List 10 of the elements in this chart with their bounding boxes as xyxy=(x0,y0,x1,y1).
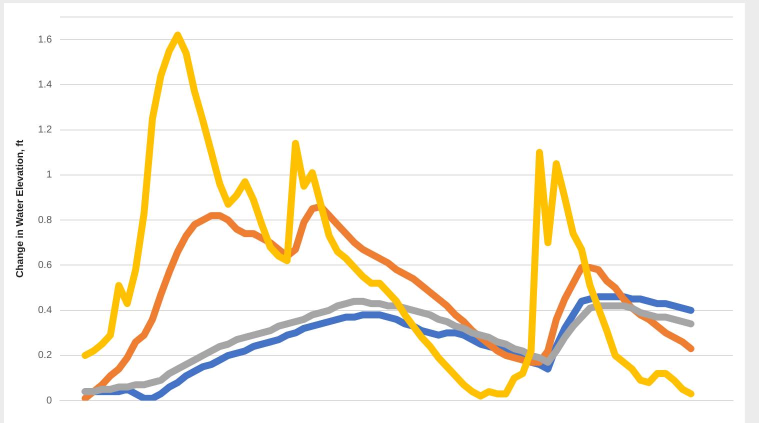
y-axis-title: Change in Water Elevation, ft xyxy=(14,139,26,278)
y-tick-label: 0 xyxy=(46,395,52,406)
y-tick-label: 0.2 xyxy=(38,350,52,362)
y-tick-label: 1.2 xyxy=(38,124,52,136)
y-tick-label: 0.4 xyxy=(38,305,52,316)
y-tick-label: 1 xyxy=(46,170,52,181)
y-tick-label: 0.8 xyxy=(38,214,52,226)
y-tick-label: 0.6 xyxy=(38,260,52,271)
y-tick-label: 1.6 xyxy=(38,34,52,46)
y-tick-label: 1.4 xyxy=(38,79,52,90)
